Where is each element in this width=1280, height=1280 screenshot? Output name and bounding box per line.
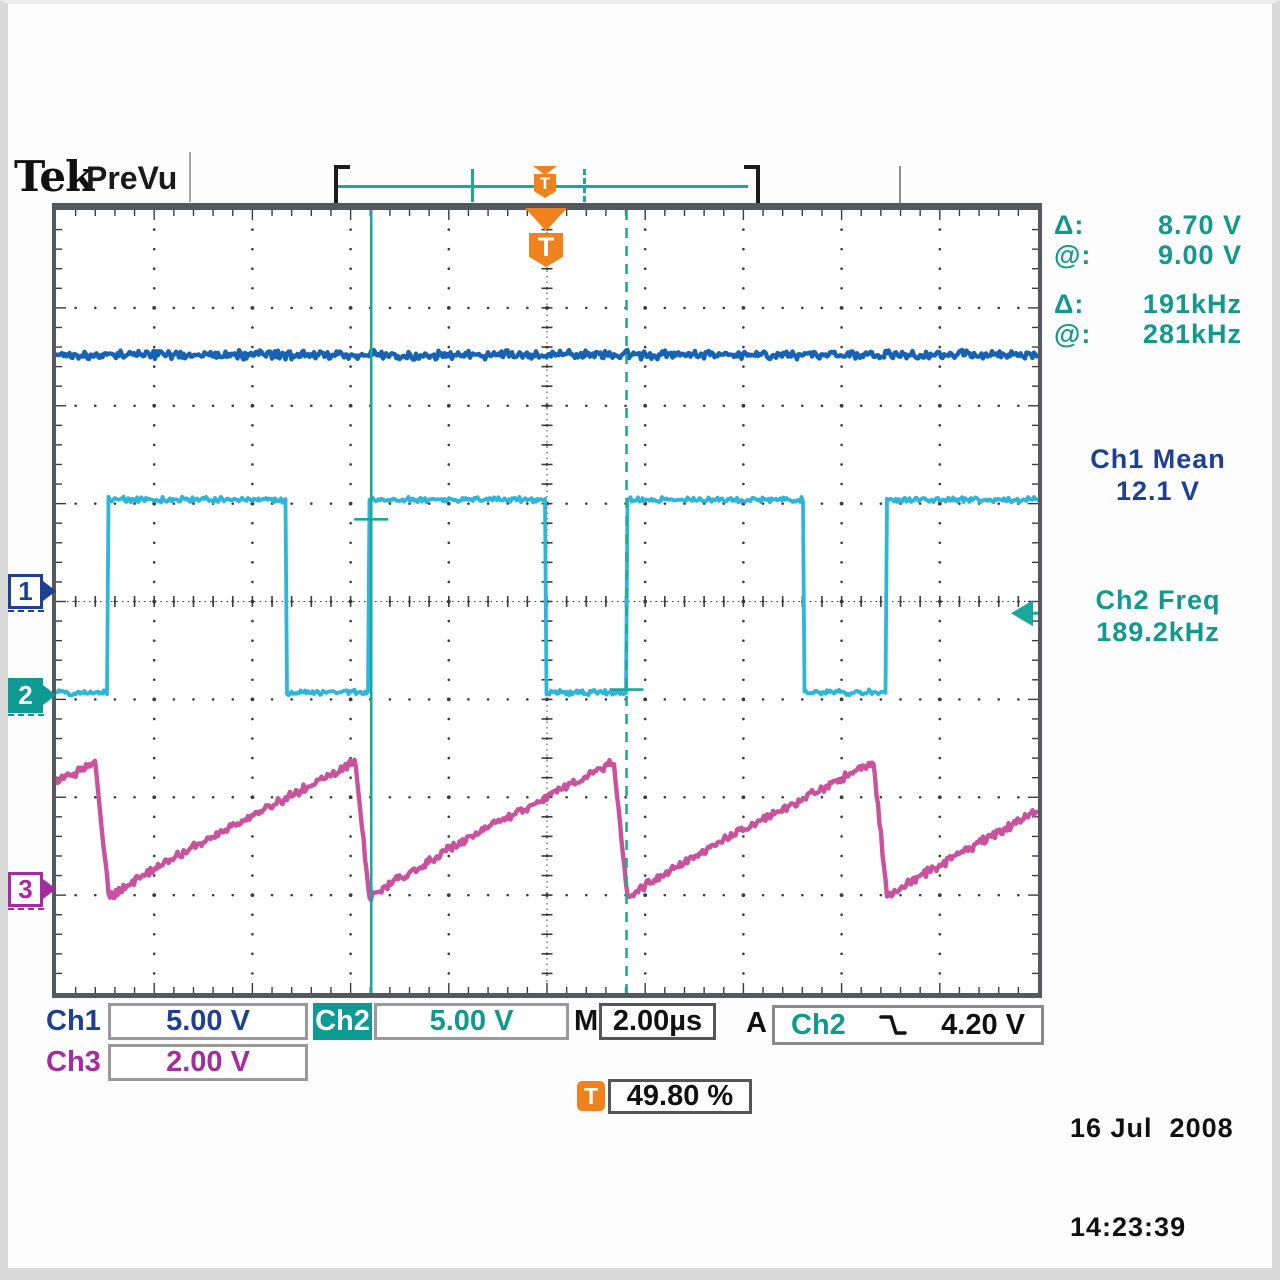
header-divider-right: [899, 166, 901, 204]
ch1-marker-label: 1: [8, 573, 43, 609]
ch1-marker-dash: [8, 610, 44, 612]
cursor-delta-f-row: Δ: 191kHz: [1054, 289, 1242, 319]
timebase-label: M: [574, 1005, 599, 1037]
trigger-level: 4.20 V: [941, 1008, 1025, 1041]
delta-symbol: Δ:: [1054, 210, 1085, 240]
trigger-arrow-icon: [533, 166, 557, 175]
trace-ch3: [56, 757, 1038, 903]
ch3-marker-dash: [8, 908, 44, 910]
ch2-marker-dash: [8, 714, 44, 716]
timebase-box: 2.00µs: [599, 1003, 716, 1040]
measurement-ch1-mean: Ch1 Mean 12.1 V: [1058, 443, 1258, 507]
record-trigger-position-icon: T: [533, 166, 557, 198]
ch1-label: Ch1: [46, 1005, 101, 1037]
ch3-label: Ch3: [46, 1046, 101, 1078]
trigger-t-letter: T: [539, 174, 551, 193]
record-cursor1-tick: [471, 169, 474, 202]
datetime: 16 Jul 2008 14:23:39: [1070, 1046, 1234, 1280]
trigger-position-marker: T: [525, 208, 567, 267]
graticule: [52, 203, 1042, 998]
ch1-ground-marker: 1: [8, 573, 56, 612]
measurement-value: 12.1 V: [1115, 476, 1201, 506]
trigger-position-box: 49.80 %: [608, 1079, 752, 1114]
ch2-marker-label: 2: [8, 677, 43, 713]
trigger-t-icon: T: [534, 174, 556, 198]
trigger-readout-box: Ch2 4.20 V: [772, 1005, 1044, 1045]
ch3-marker-arrow-icon: [43, 879, 56, 899]
trace-ch1: [56, 347, 1038, 362]
at-v-value: 9.00 V: [1157, 240, 1242, 270]
time-label: 14:23:39: [1070, 1212, 1187, 1242]
cursor-delta-v-row: Δ: 8.70 V: [1054, 210, 1242, 240]
trigger-level-arrow-icon: [1011, 600, 1033, 627]
measurement-ch2-freq: Ch2 Freq 189.2kHz: [1058, 584, 1258, 648]
ch3-ground-marker: 3: [8, 871, 56, 910]
acquisition-mode-label: PreVu: [86, 160, 178, 196]
date-label: 16 Jul 2008: [1070, 1113, 1234, 1143]
graticule-svg: [56, 210, 1038, 993]
delta-f-value: 191kHz: [1142, 289, 1242, 319]
ch3-marker-label: 3: [8, 871, 43, 907]
header-divider: [189, 152, 191, 202]
delta-symbol-2: Δ:: [1054, 289, 1085, 319]
trigger-down-arrow-icon: [525, 208, 567, 231]
cursor-at-v-row: @: 9.00 V: [1054, 240, 1242, 270]
measurement-label: Ch2 Freq: [1095, 585, 1221, 615]
trace-ch2: [56, 494, 1038, 698]
cursors: [354, 210, 1038, 993]
measurement-label: Ch1 Mean: [1090, 444, 1226, 474]
ch2-marker-arrow-icon: [43, 685, 56, 705]
waveforms: [56, 347, 1038, 903]
ch1-marker-arrow-icon: [43, 581, 56, 601]
cursor-readout-gap: [1054, 270, 1242, 289]
ch2-ground-marker: 2: [8, 677, 56, 716]
trigger-source: Ch2: [791, 1008, 846, 1041]
delta-v-value: 8.70 V: [1157, 210, 1242, 240]
measurement-value: 189.2kHz: [1096, 617, 1220, 647]
ch3-scale-box: 2.00 V: [108, 1044, 308, 1081]
at-symbol: @:: [1054, 240, 1092, 270]
at-f-value: 281kHz: [1142, 319, 1242, 349]
record-cursor2-tick: [583, 169, 586, 202]
ch2-scale-box: 5.00 V: [374, 1003, 569, 1040]
cursor-readout-panel: Δ: 8.70 V @: 9.00 V Δ: 191kHz @: 281kHz: [1054, 210, 1242, 349]
tek-logo: Tek: [14, 152, 94, 201]
falling-edge-icon: [879, 1015, 908, 1035]
cursor-at-f-row: @: 281kHz: [1054, 319, 1242, 349]
at-symbol-2: @:: [1054, 319, 1092, 349]
trigger-position-t-icon: T: [577, 1081, 605, 1111]
trigger-t-icon-large: T: [529, 233, 563, 267]
trigger-a-label: A: [746, 1007, 767, 1039]
trigger-t-letter-large: T: [537, 232, 555, 262]
ch2-label-tag: Ch2: [313, 1003, 372, 1040]
ch1-scale-box: 5.00 V: [108, 1003, 308, 1040]
